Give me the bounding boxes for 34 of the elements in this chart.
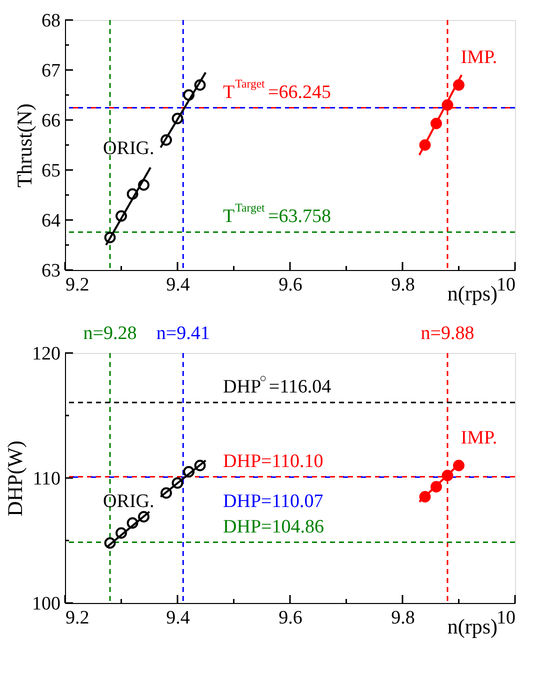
- x-tick-label: 10: [496, 274, 516, 296]
- y-tick-label: 110: [32, 468, 60, 490]
- x-tick-label: 10: [496, 608, 516, 628]
- x-tick-label: 9.8: [391, 274, 415, 296]
- y-tick-label: 68: [42, 10, 60, 32]
- series-label: IMP.: [460, 47, 498, 68]
- y-axis-title: Thrust(N): [12, 104, 36, 188]
- y-tick-label: 64: [42, 210, 61, 232]
- ref-line-label: DHP=110.07: [223, 491, 324, 512]
- x-tick-label: 9.4: [166, 608, 190, 628]
- x-tick-label: 9.8: [391, 608, 415, 628]
- y-tick-label: 63: [42, 260, 60, 282]
- x-axis-title: n(rps): [447, 282, 498, 306]
- series-label: IMP.: [460, 428, 498, 448]
- ref-line-label: DHP=110.10: [223, 450, 324, 472]
- x-axis-title: n(rps): [447, 614, 498, 638]
- x-tick-label: 9.6: [278, 608, 302, 628]
- y-tick-label: 65: [42, 160, 60, 182]
- ref-line-label: DHP○=116.04: [223, 372, 332, 398]
- y-tick-label: 100: [32, 594, 60, 614]
- y-axis-title: DHP(W): [3, 440, 27, 516]
- series-label: ORIG.: [103, 491, 154, 512]
- x-tick-label: 9.2: [66, 274, 90, 296]
- y-tick-label: 67: [42, 60, 60, 82]
- series-label: ORIG.: [103, 138, 154, 159]
- ref-line-label: n=9.28: [83, 323, 137, 344]
- ref-line-label: n=9.88: [420, 323, 474, 344]
- x-tick-label: 9.6: [278, 274, 302, 296]
- x-tick-label: 9.2: [66, 608, 90, 628]
- x-tick-label: 9.4: [166, 274, 190, 296]
- ref-line-label: DHP=104.86: [223, 516, 324, 538]
- y-tick-label: 66: [42, 110, 60, 132]
- y-tick-label: 120: [32, 344, 60, 364]
- ref-line-label: n=9.41: [156, 323, 210, 344]
